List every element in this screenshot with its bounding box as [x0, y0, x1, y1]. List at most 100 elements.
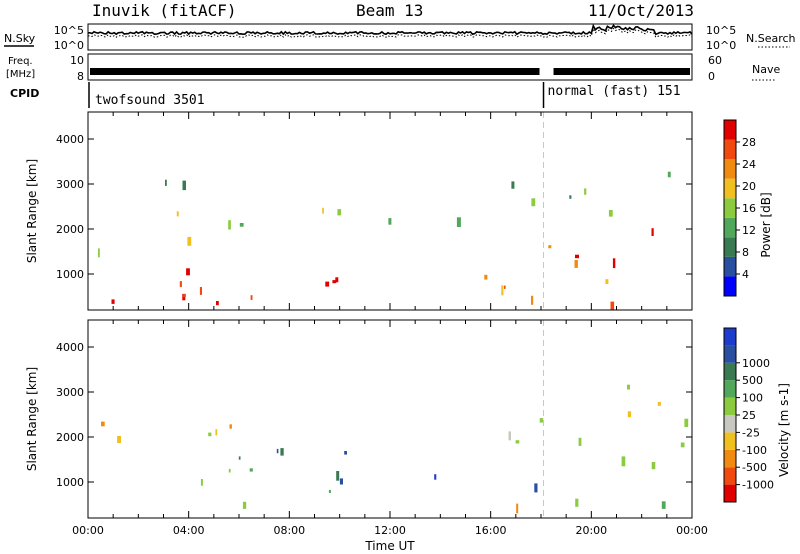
velocity-y-tick-label: 4000 [56, 341, 84, 354]
velocity-colorbar-swatch [724, 415, 736, 433]
velocity-colorbar-swatch [724, 397, 736, 415]
velocity-x-tick-label: 12:00 [374, 524, 406, 537]
velocity-cell [661, 501, 666, 509]
power-cell [335, 277, 339, 283]
velocity-cell [276, 448, 279, 454]
power-colorbar-swatch [724, 256, 736, 277]
power-cell [651, 228, 654, 236]
power-colorbar-swatch [724, 198, 736, 218]
velocity-cell [651, 462, 656, 470]
velocity-colorbar-tick-label: -100 [742, 444, 767, 457]
power-cell [608, 210, 613, 217]
power-cell [176, 211, 179, 217]
power-cell [511, 181, 515, 189]
velocity-cell [208, 432, 212, 437]
velocity-cell [242, 501, 247, 509]
velocity-colorbar-tick-label: -500 [742, 461, 767, 474]
power-cell [610, 301, 615, 311]
freq-left-tick-top: 10 [70, 54, 84, 67]
velocity-colorbar-swatch [724, 380, 736, 398]
date-title: 11/Oct/2013 [588, 1, 694, 20]
power-y-axis: 1000 2000 3000 4000 [56, 133, 692, 281]
velocity-colorbar-swatch [724, 362, 736, 381]
velocity-cell [578, 437, 582, 446]
noise-panel: N.Sky 10^5 10^0 10^5 10^0 N.Search [4, 23, 796, 52]
noise-left-tick-top: 10^5 [54, 24, 84, 37]
velocity-cell [238, 456, 241, 460]
velocity-cell [627, 384, 630, 390]
power-colorbar-swatch [724, 120, 736, 140]
velocity-x-tick-label: 20:00 [575, 524, 607, 537]
power-heatmap [98, 171, 671, 311]
velocity-colorbar-swatch [724, 345, 736, 363]
power-cell [574, 260, 578, 268]
velocity-colorbar-swatch [724, 484, 736, 502]
velocity-x-axis: 00:00 04:00 08:00 12:00 16:00 20:00 00:00 [72, 320, 708, 537]
power-y-tick-label: 1000 [56, 268, 84, 281]
power-cell [501, 285, 504, 296]
freq-label-line1: Freq. [8, 56, 33, 67]
power-cell [584, 188, 587, 195]
velocity-cell [339, 478, 343, 485]
power-cell [569, 195, 572, 199]
power-colorbar-swatch [724, 159, 736, 179]
noise-right-tick-top: 10^5 [706, 24, 736, 37]
velocity-y-tick-label: 1000 [56, 476, 84, 489]
power-cell [612, 258, 616, 269]
power-cell [183, 293, 186, 298]
noise-right-tick-bottom: 10^0 [706, 39, 736, 52]
freq-band-normal [553, 68, 690, 75]
velocity-heatmap [101, 384, 689, 514]
velocity-cell [627, 411, 632, 418]
frequency-panel: Freq. [MHz] 10 8 60 0 Nave [6, 53, 780, 83]
power-y-axis-label: Slant Range [km] [25, 159, 39, 263]
power-cell [186, 268, 190, 276]
beam-title: Beam 13 [356, 1, 423, 20]
cpid-segment-1: twofsound 3501 [95, 93, 205, 108]
velocity-colorbar-tick-label: -25 [742, 426, 760, 439]
power-cell [199, 287, 202, 295]
power-cell [548, 245, 552, 249]
cpid-row: CPID twofsound 3501 normal (fast) 151 [10, 82, 681, 108]
velocity-cell [508, 431, 511, 441]
frequency-panel-frame [87, 53, 693, 81]
velocity-colorbar-swatch [724, 467, 736, 485]
power-colorbar-label: Power [dB] [759, 192, 773, 257]
power-y-tick-label: 2000 [56, 223, 84, 236]
nave-label: Nave [752, 63, 780, 76]
velocity-cell [539, 418, 544, 423]
power-colorbar-tick-label: 16 [742, 202, 756, 215]
velocity-cell [434, 474, 437, 480]
velocity-colorbar-tick-label: 500 [742, 374, 763, 387]
power-cell [456, 217, 461, 227]
power-colorbar-tick-label: 28 [742, 136, 756, 149]
velocity-cell [228, 468, 231, 473]
power-cell [250, 295, 253, 300]
power-colorbar-swatch [724, 217, 736, 238]
power-cell [531, 295, 534, 305]
velocity-cell [336, 471, 340, 481]
velocity-x-tick-label: 00:00 [676, 524, 708, 537]
noise-left-tick-bottom: 10^0 [54, 39, 84, 52]
velocity-cell [215, 429, 218, 436]
velocity-panel: 1000 2000 3000 4000 00:00 04:00 08:00 12:00 16:… [25, 319, 791, 553]
velocity-y-tick-label: 2000 [56, 431, 84, 444]
velocity-cell [101, 421, 105, 427]
velocity-cell [515, 440, 520, 444]
power-cell [332, 280, 337, 284]
velocity-y-tick-label: 3000 [56, 386, 84, 399]
velocity-cell [328, 490, 331, 493]
power-panel-frame [87, 111, 693, 311]
power-colorbar-swatch [724, 237, 736, 257]
velocity-y-axis-label: Slant Range [km] [25, 367, 39, 471]
velocity-cell [516, 503, 519, 514]
velocity-cell [657, 402, 661, 406]
power-cell [165, 179, 167, 186]
power-colorbar-swatch [724, 178, 736, 199]
velocity-cell [280, 448, 284, 456]
cpid-segment-2: normal (fast) 151 [548, 84, 681, 99]
freq-left-tick-bottom: 8 [77, 70, 84, 83]
velocity-colorbar-tick-label: -1000 [742, 479, 774, 492]
power-cell [531, 198, 536, 207]
